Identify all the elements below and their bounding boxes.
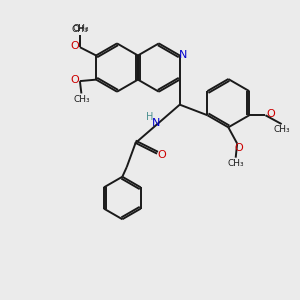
Text: CH₃: CH₃ <box>73 25 89 34</box>
Text: CH₃: CH₃ <box>74 95 91 104</box>
Text: CH₃: CH₃ <box>227 159 244 168</box>
Text: CH₃: CH₃ <box>274 125 290 134</box>
Text: N: N <box>179 50 188 60</box>
Text: CH₃: CH₃ <box>72 25 88 34</box>
Text: O: O <box>157 150 166 160</box>
Text: H: H <box>146 112 153 122</box>
Text: O: O <box>70 75 79 85</box>
Text: O: O <box>266 110 275 119</box>
Text: O: O <box>70 41 79 51</box>
Text: N: N <box>152 118 160 128</box>
Text: O: O <box>234 143 243 153</box>
